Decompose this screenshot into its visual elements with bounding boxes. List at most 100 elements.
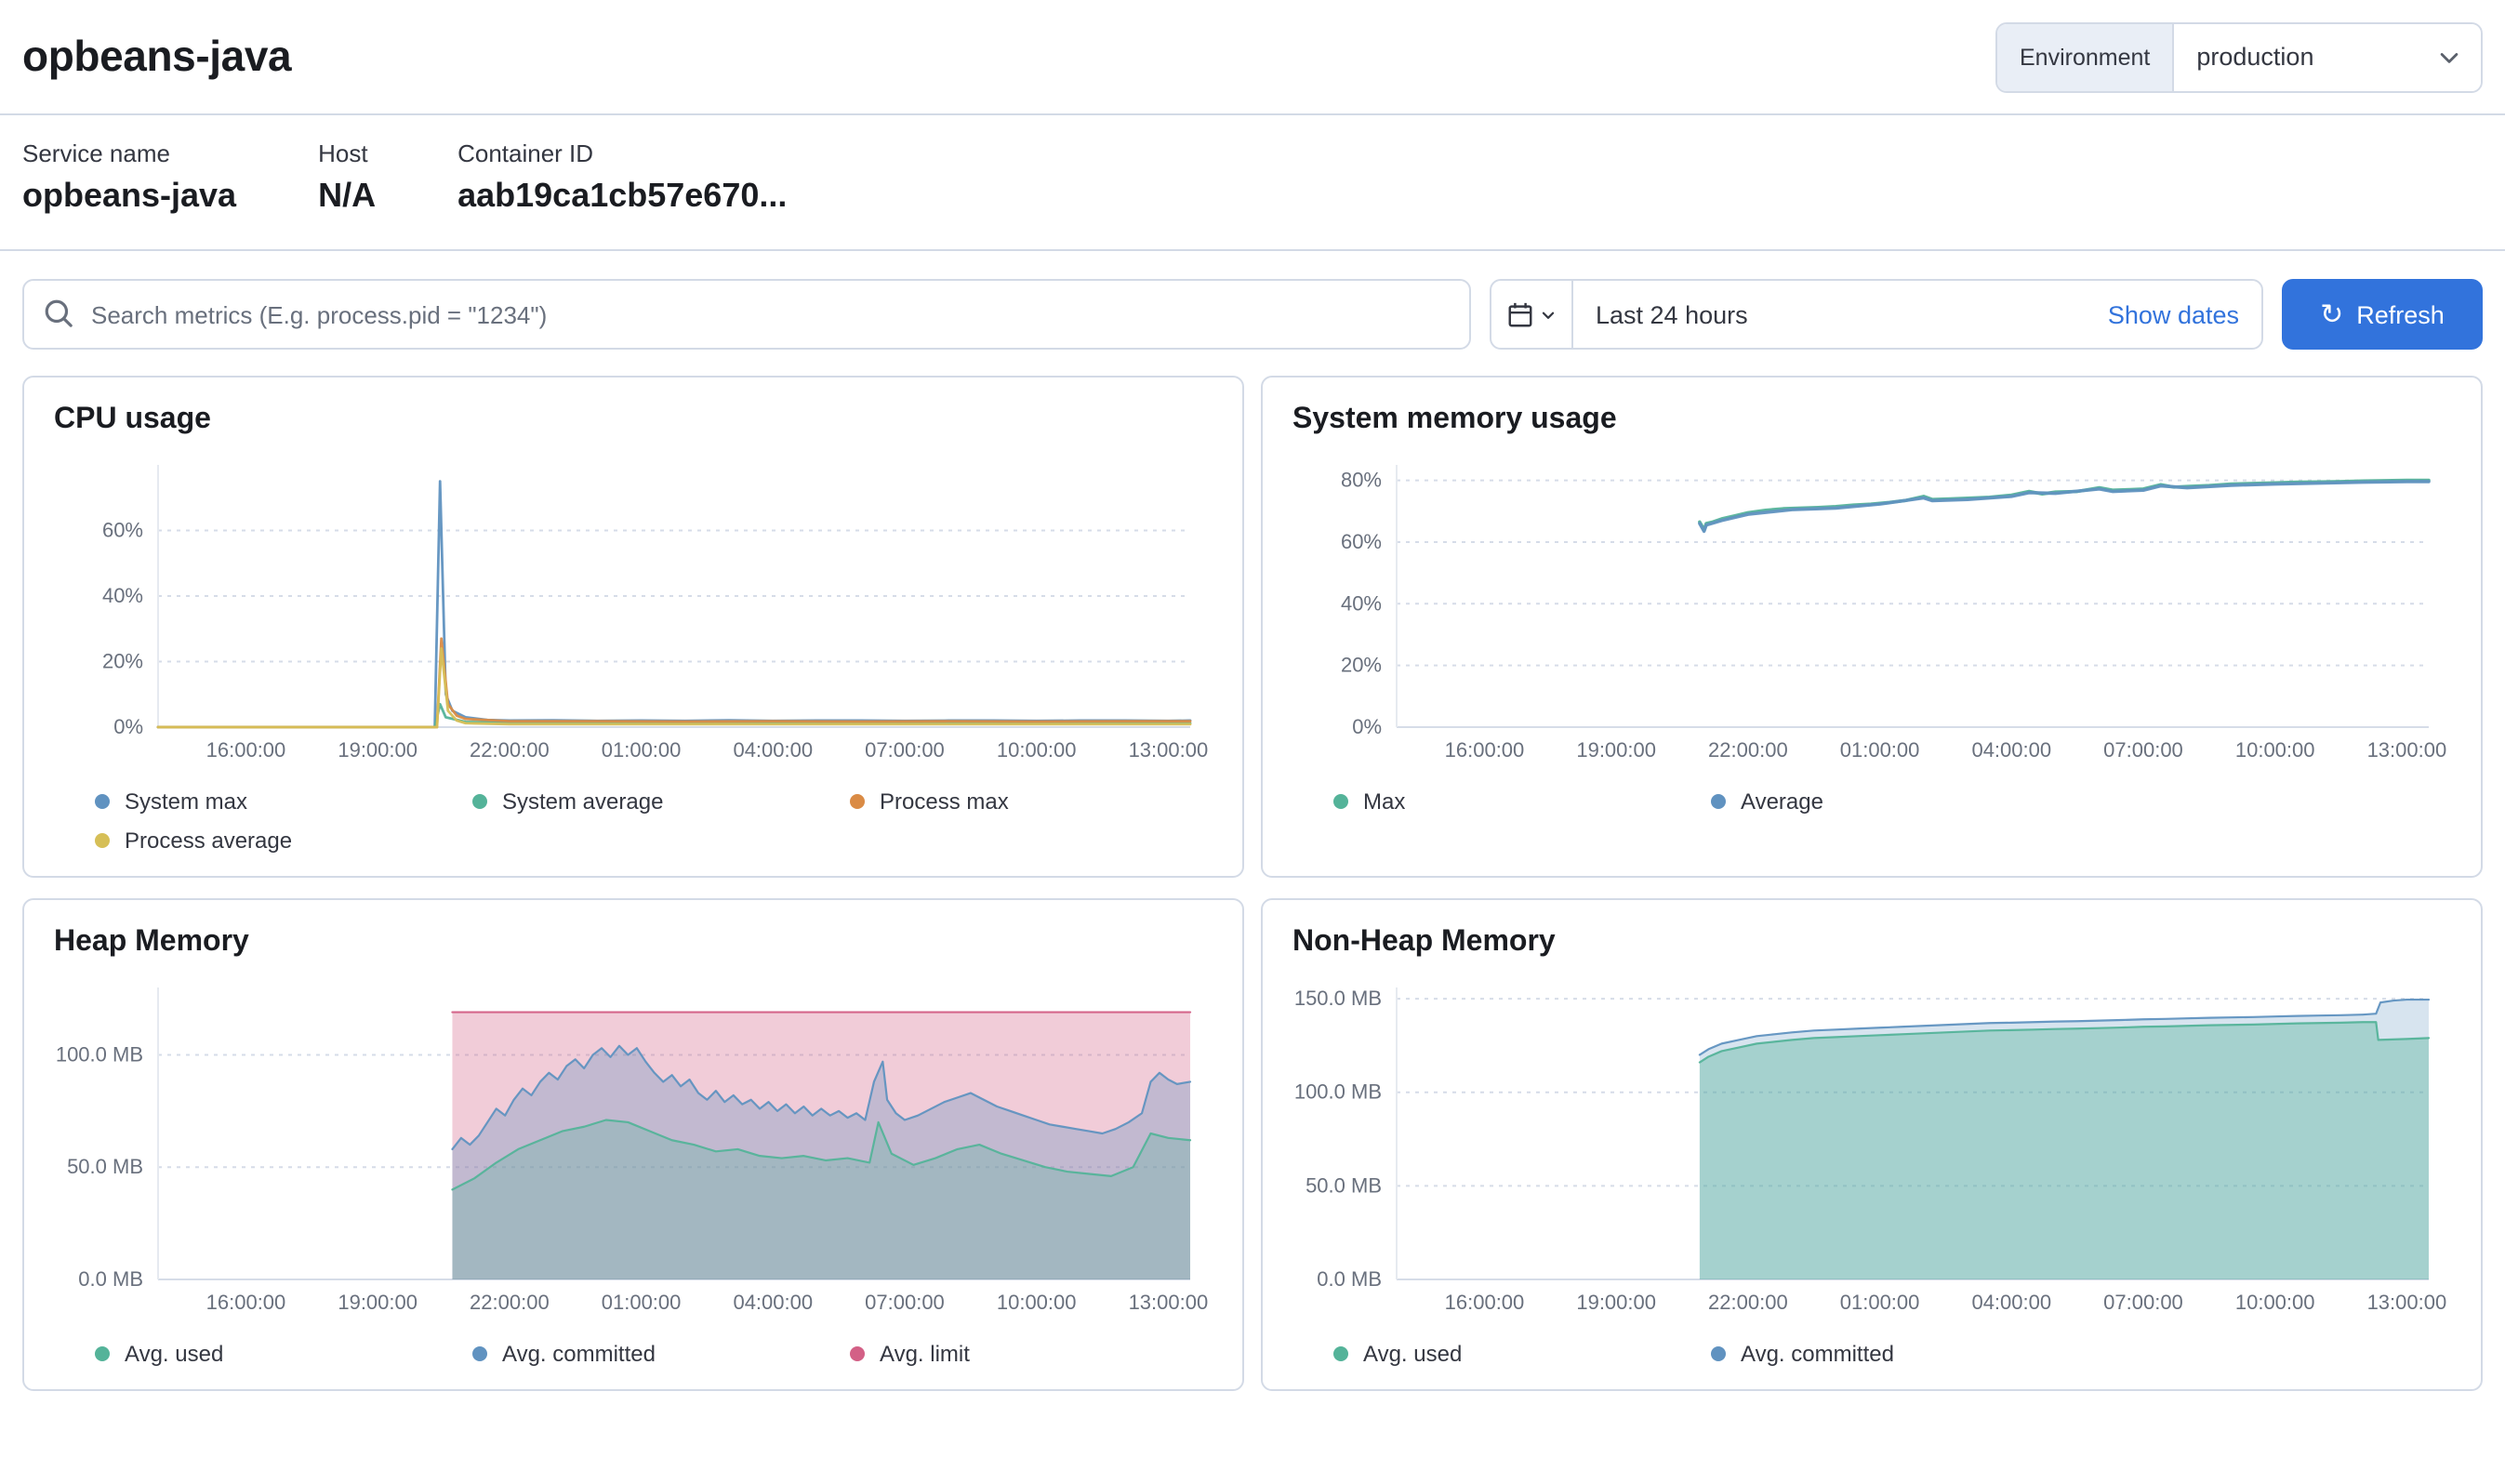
environment-label: Environment — [1997, 23, 2175, 90]
system-memory-panel: System memory usage 0% 20% 40% 60% 80% 16:00:… — [1261, 376, 2483, 878]
legend-item[interactable]: Avg. committed — [472, 1341, 835, 1367]
legend-dot-icon — [850, 1346, 865, 1361]
heap-memory-legend: Avg. used Avg. committed Avg. limit — [54, 1341, 1213, 1367]
svg-text:50.0 MB: 50.0 MB — [67, 1155, 143, 1178]
legend-label: System max — [125, 788, 248, 815]
legend-dot-icon — [1333, 794, 1348, 809]
container-id-field: Container ID aab19ca1cb57e670... — [457, 139, 787, 216]
svg-text:22:00:00: 22:00:00 — [470, 1291, 550, 1314]
legend-item[interactable]: Avg. used — [1333, 1341, 1696, 1367]
non-heap-memory-legend: Avg. used Avg. committed — [1292, 1341, 2451, 1367]
svg-text:04:00:00: 04:00:00 — [733, 738, 813, 762]
chart-title: System memory usage — [1292, 404, 1617, 435]
environment-select[interactable]: production — [2174, 23, 2481, 90]
svg-text:40%: 40% — [102, 584, 143, 607]
svg-text:16:00:00: 16:00:00 — [206, 738, 286, 762]
environment-value: production — [2196, 43, 2314, 71]
svg-text:01:00:00: 01:00:00 — [1840, 1291, 1920, 1314]
page-title: opbeans-java — [22, 32, 292, 80]
svg-text:10:00:00: 10:00:00 — [2235, 1291, 2315, 1314]
heap-memory-chart: 0.0 MB 50.0 MB 100.0 MB 16:00:00 19:00:00 22:… — [56, 987, 1209, 1314]
svg-text:10:00:00: 10:00:00 — [2235, 738, 2315, 762]
svg-text:04:00:00: 04:00:00 — [1971, 738, 2051, 762]
refresh-button[interactable]: ↻ Refresh — [2282, 279, 2483, 350]
date-picker: Last 24 hours Show dates — [1490, 279, 2263, 350]
svg-text:100.0 MB: 100.0 MB — [56, 1042, 143, 1066]
environment-control: Environment production — [1995, 21, 2483, 92]
legend-dot-icon — [472, 1346, 487, 1361]
legend-dot-icon — [95, 1346, 110, 1361]
svg-text:10:00:00: 10:00:00 — [997, 738, 1077, 762]
container-id-value: aab19ca1cb57e670... — [457, 177, 788, 214]
host-label: Host — [318, 139, 368, 167]
page-header: opbeans-java Environment production — [0, 0, 2505, 115]
legend-dot-icon — [95, 794, 110, 809]
svg-text:22:00:00: 22:00:00 — [1708, 1291, 1788, 1314]
legend-label: Avg. committed — [502, 1341, 656, 1367]
search-icon — [45, 299, 73, 327]
service-name-label: Service name — [22, 139, 170, 167]
svg-text:13:00:00: 13:00:00 — [1129, 1291, 1209, 1314]
cpu-usage-legend: System max System average Process max Proce… — [54, 788, 1213, 854]
svg-text:100.0 MB: 100.0 MB — [1294, 1080, 1382, 1104]
legend-label: Max — [1363, 788, 1406, 815]
svg-text:16:00:00: 16:00:00 — [206, 1291, 286, 1314]
refresh-icon: ↻ — [2320, 298, 2344, 330]
quick-select-button[interactable] — [1491, 281, 1573, 348]
search-metrics-input[interactable] — [22, 279, 1471, 350]
svg-text:0.0 MB: 0.0 MB — [1317, 1267, 1382, 1291]
svg-text:07:00:00: 07:00:00 — [865, 738, 945, 762]
legend-dot-icon — [850, 794, 865, 809]
legend-label: Average — [1741, 788, 1823, 815]
non-heap-memory-chart: 0.0 MB 50.0 MB 100.0 MB 150.0 MB 16:00:00 19:… — [1294, 987, 2446, 1314]
refresh-label: Refresh — [2356, 300, 2445, 328]
legend-item[interactable]: Process average — [95, 828, 457, 854]
cpu-usage-panel: CPU usage 0% 20% 40% 60% 16:00:00 19:00:00 22:… — [22, 376, 1244, 878]
legend-label: Avg. limit — [880, 1341, 970, 1367]
container-id-label: Container ID — [457, 139, 594, 167]
svg-text:01:00:00: 01:00:00 — [602, 1291, 682, 1314]
svg-text:22:00:00: 22:00:00 — [1708, 738, 1788, 762]
svg-text:0.0 MB: 0.0 MB — [78, 1267, 143, 1291]
svg-text:60%: 60% — [1341, 530, 1382, 553]
time-range-value: Last 24 hours — [1596, 300, 1748, 328]
system-memory-chart: 0% 20% 40% 60% 80% 16:00:00 19:00:00 22:00:00 01… — [1341, 465, 2446, 762]
legend-dot-icon — [472, 794, 487, 809]
show-dates-link[interactable]: Show dates — [2107, 300, 2239, 328]
legend-item[interactable]: Avg. limit — [850, 1341, 1213, 1367]
charts-grid: CPU usage 0% 20% 40% 60% 16:00:00 19:00:00 22:… — [0, 376, 2505, 1413]
date-range-display[interactable]: Last 24 hours Show dates — [1573, 281, 2261, 348]
svg-text:60%: 60% — [102, 519, 143, 542]
svg-text:80%: 80% — [1341, 469, 1382, 492]
legend-dot-icon — [1333, 1346, 1348, 1361]
host-value: N/A — [318, 177, 377, 214]
svg-text:20%: 20% — [102, 650, 143, 673]
legend-item[interactable]: System max — [95, 788, 457, 815]
legend-label: System average — [502, 788, 664, 815]
cpu-usage-chart: 0% 20% 40% 60% 16:00:00 19:00:00 22:00:00 01:00… — [102, 465, 1208, 762]
svg-text:16:00:00: 16:00:00 — [1445, 1291, 1525, 1314]
svg-text:150.0 MB: 150.0 MB — [1294, 987, 1382, 1010]
system-memory-legend: Max Average — [1292, 788, 2451, 815]
legend-label: Process average — [125, 828, 293, 854]
legend-item[interactable]: Avg. used — [95, 1341, 457, 1367]
chart-title: Non-Heap Memory — [1292, 926, 1556, 958]
legend-item[interactable]: Process max — [850, 788, 1213, 815]
legend-item[interactable]: Max — [1333, 788, 1696, 815]
legend-item[interactable]: System average — [472, 788, 835, 815]
chevron-down-icon — [2440, 52, 2459, 62]
svg-text:50.0 MB: 50.0 MB — [1306, 1173, 1382, 1197]
svg-text:07:00:00: 07:00:00 — [2103, 1291, 2183, 1314]
svg-text:19:00:00: 19:00:00 — [1576, 1291, 1656, 1314]
svg-text:0%: 0% — [1352, 715, 1382, 738]
search-box — [22, 279, 1471, 350]
legend-item[interactable]: Avg. committed — [1711, 1341, 2074, 1367]
calendar-icon — [1508, 301, 1532, 326]
chevron-down-icon — [1542, 311, 1555, 318]
chart-title: CPU usage — [54, 404, 211, 435]
heap-memory-panel: Heap Memory 0.0 MB 50.0 MB 100.0 MB 16:00:0… — [22, 898, 1244, 1391]
svg-text:04:00:00: 04:00:00 — [1971, 1291, 2051, 1314]
legend-item[interactable]: Average — [1711, 788, 2074, 815]
svg-text:01:00:00: 01:00:00 — [602, 738, 682, 762]
